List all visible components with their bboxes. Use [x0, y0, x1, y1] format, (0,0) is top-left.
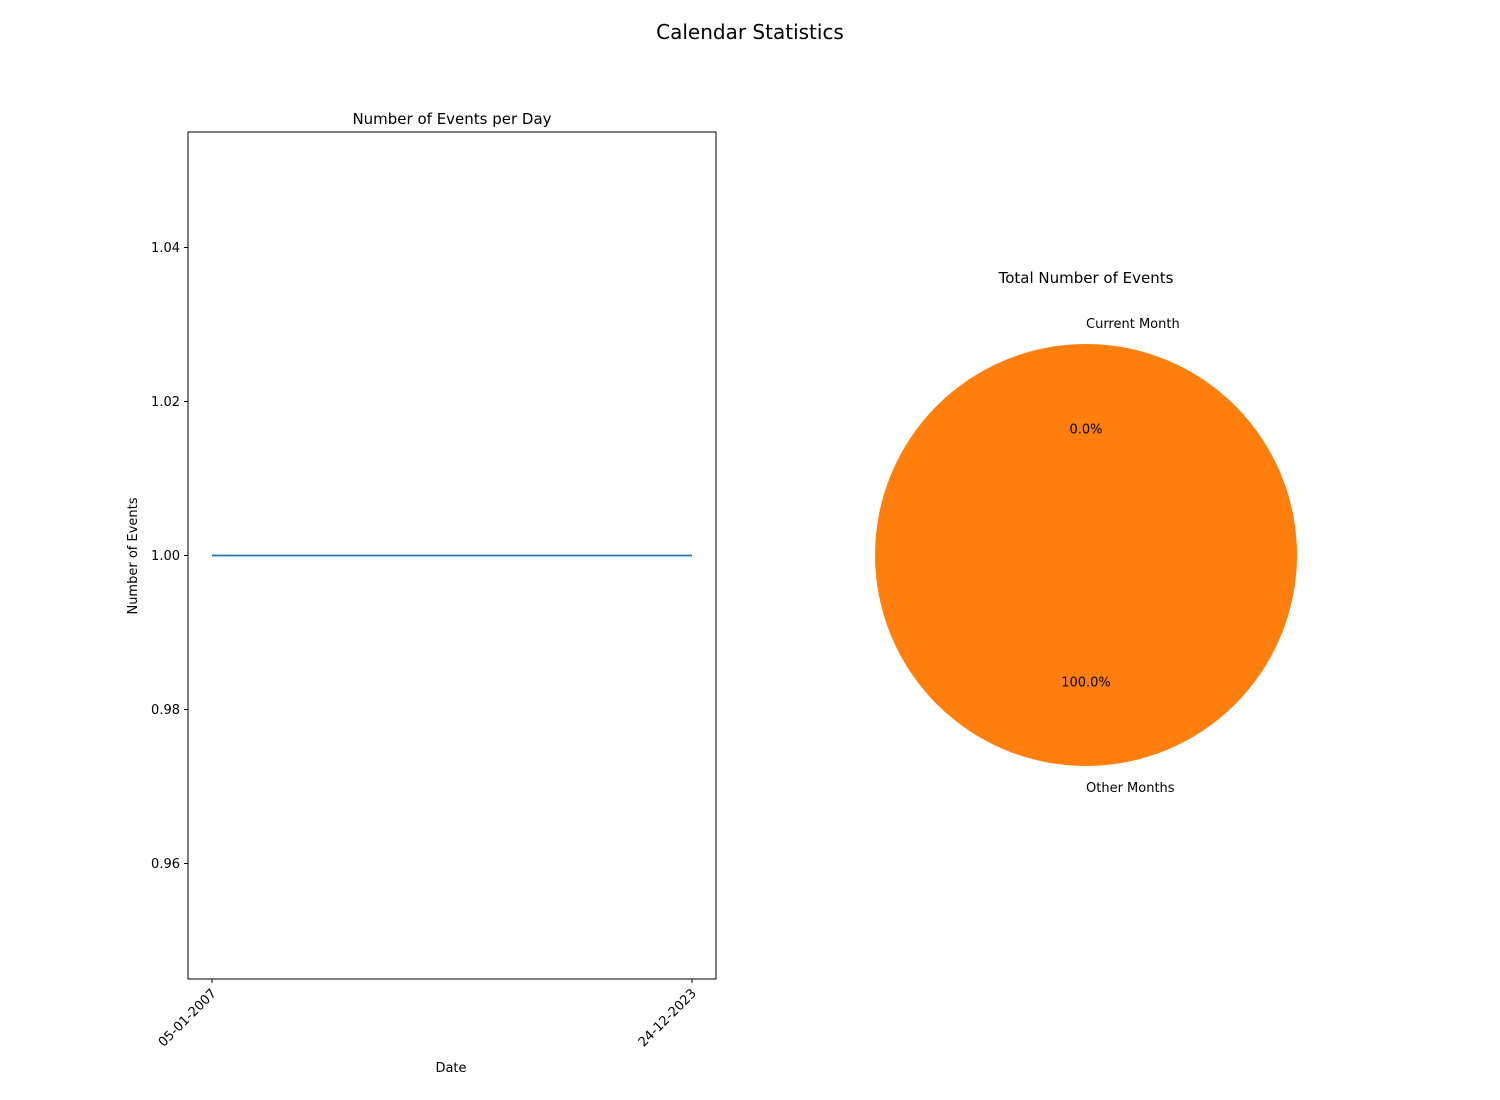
- y-tick-label: 1.02: [151, 395, 180, 410]
- pie-slice-label: Other Months: [1086, 781, 1175, 796]
- line-chart-title: Number of Events per Day: [352, 110, 551, 128]
- y-tick-label: 1.04: [151, 241, 180, 256]
- pie-slices: [875, 344, 1297, 766]
- y-axis-label: Number of Events: [126, 497, 141, 614]
- x-axis-label: Date: [435, 1061, 466, 1076]
- pie-slice-label: Current Month: [1086, 317, 1180, 332]
- pie-percent-label: 100.0%: [1061, 676, 1111, 691]
- y-tick-label: 0.96: [151, 857, 180, 872]
- pie-slice: [875, 344, 1297, 766]
- y-tick-label: 0.98: [151, 703, 180, 718]
- pie-percent-label: 0.0%: [1069, 422, 1102, 437]
- figure-title: Calendar Statistics: [656, 20, 844, 44]
- y-tick-label: 1.00: [151, 549, 180, 564]
- pie-chart-title: Total Number of Events: [998, 269, 1174, 287]
